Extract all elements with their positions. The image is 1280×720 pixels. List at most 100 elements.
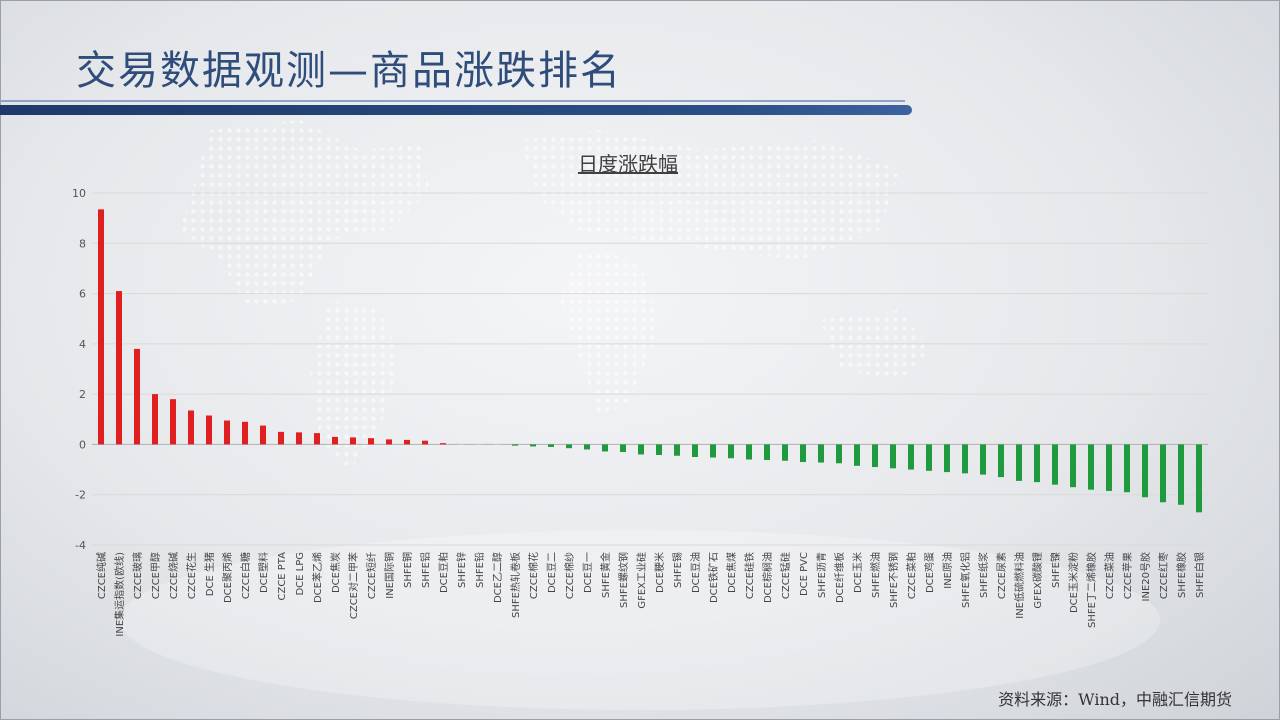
bar bbox=[1070, 444, 1076, 488]
x-tick-label: CZCE对二甲苯 bbox=[347, 552, 360, 619]
y-tick-label: 6 bbox=[79, 288, 86, 301]
title-underline-bar bbox=[0, 105, 912, 115]
bar bbox=[728, 444, 734, 459]
bar bbox=[656, 444, 662, 455]
bar bbox=[674, 444, 680, 456]
bar bbox=[602, 444, 608, 452]
bar bbox=[926, 444, 932, 471]
bar bbox=[1088, 444, 1094, 490]
x-tick-label: DCE聚丙烯 bbox=[221, 552, 234, 603]
bar bbox=[638, 444, 644, 455]
bar bbox=[1106, 444, 1112, 491]
bar bbox=[98, 209, 104, 445]
bar bbox=[566, 444, 572, 449]
page-title: 交易数据观测—商品涨跌排名 bbox=[76, 48, 622, 94]
bar bbox=[332, 436, 338, 445]
x-tick-label: SHFE白银 bbox=[1193, 552, 1206, 598]
x-tick-label: CZCE苹果 bbox=[1121, 552, 1134, 599]
bar bbox=[296, 432, 302, 445]
x-tick-label: INE低硫燃料油 bbox=[1013, 552, 1026, 619]
x-tick-label: CZCE锰硅 bbox=[779, 552, 792, 599]
x-tick-label: CZCE白糖 bbox=[239, 552, 252, 599]
y-tick-label: 10 bbox=[72, 187, 86, 200]
x-tick-label: DCE玉米 bbox=[851, 552, 864, 593]
x-tick-label: DCE玉米淀粉 bbox=[1067, 552, 1080, 613]
x-tick-label: SHFE沥青 bbox=[815, 552, 828, 598]
bar bbox=[890, 444, 896, 469]
bar bbox=[1124, 444, 1130, 493]
bar bbox=[1016, 444, 1022, 481]
bar bbox=[1034, 444, 1040, 483]
x-tick-label: DCE焦煤 bbox=[725, 552, 738, 593]
bar bbox=[386, 439, 392, 445]
bar bbox=[1178, 444, 1184, 505]
x-tick-label: GFEX碳酸锂 bbox=[1031, 552, 1044, 609]
x-tick-label: CZCE硅铁 bbox=[743, 552, 756, 599]
x-tick-label: SHFE铝 bbox=[420, 552, 432, 588]
bar bbox=[116, 291, 122, 445]
x-tick-label: DCE铁矿石 bbox=[707, 552, 720, 603]
bar bbox=[152, 394, 158, 445]
title-underline-thin bbox=[0, 100, 905, 102]
x-tick-label: SHFE纸浆 bbox=[977, 552, 990, 598]
x-tick-label: DCE LPG bbox=[295, 552, 306, 596]
x-tick-label: DCE纤维板 bbox=[833, 552, 846, 603]
x-tick-label: CZCE纯碱 bbox=[95, 552, 108, 599]
bar bbox=[1196, 444, 1202, 513]
x-tick-label: SHFE铅 bbox=[473, 552, 486, 588]
bar bbox=[242, 421, 248, 445]
x-tick-label: DCE焦炭 bbox=[329, 552, 342, 593]
x-tick-label: DCE粳米 bbox=[653, 552, 666, 593]
bar bbox=[1052, 444, 1058, 485]
bar bbox=[440, 443, 446, 445]
bar bbox=[998, 444, 1004, 478]
bar bbox=[314, 433, 320, 445]
bar bbox=[908, 444, 914, 470]
x-tick-label: CZCE短纤 bbox=[365, 552, 378, 599]
bar bbox=[530, 444, 536, 447]
x-tick-label: SHFE热轧卷板 bbox=[509, 552, 522, 618]
bar bbox=[476, 443, 482, 445]
bar bbox=[188, 410, 194, 445]
x-tick-label: SHFE螺纹钢 bbox=[617, 552, 630, 608]
x-tick-label: CZCE花生 bbox=[185, 552, 198, 599]
bar bbox=[260, 425, 266, 445]
x-tick-label: DCE棕榈油 bbox=[761, 552, 774, 603]
y-tick-label: -2 bbox=[75, 489, 86, 502]
bar bbox=[458, 443, 464, 445]
bar bbox=[404, 439, 410, 445]
x-tick-label: INE国际铜 bbox=[384, 552, 396, 599]
bar bbox=[872, 444, 878, 468]
y-tick-label: -4 bbox=[75, 539, 86, 552]
x-tick-label: DCE鸡蛋 bbox=[923, 552, 936, 593]
x-tick-label: SHFE燃油 bbox=[869, 552, 882, 598]
source-note: 资料来源：Wind，中融汇信期货 bbox=[998, 690, 1232, 709]
bar bbox=[494, 443, 500, 445]
bar bbox=[962, 444, 968, 474]
bar bbox=[764, 444, 770, 461]
bar bbox=[746, 444, 752, 460]
x-tick-label: CZCE玻璃 bbox=[131, 552, 144, 599]
x-tick-label: SHFE不锈钢 bbox=[887, 552, 900, 608]
bar bbox=[584, 444, 590, 450]
x-tick-label: SHFE锌 bbox=[455, 552, 468, 588]
x-tick-label: SHFE铜 bbox=[402, 552, 414, 588]
x-tick-label: CZCE棉纱 bbox=[563, 552, 576, 599]
x-tick-label: CZCE红枣 bbox=[1157, 552, 1170, 599]
x-tick-label: DCE乙二醇 bbox=[491, 552, 504, 603]
x-tick-label: CZCE烧碱 bbox=[167, 552, 180, 599]
bar bbox=[782, 444, 788, 461]
bar bbox=[548, 444, 554, 447]
x-tick-label: CZCE菜油 bbox=[1103, 552, 1116, 599]
bar bbox=[818, 444, 824, 463]
bar bbox=[800, 444, 806, 463]
bar bbox=[836, 444, 842, 464]
x-tick-label: GFEX工业硅 bbox=[635, 552, 648, 609]
bar bbox=[224, 420, 230, 445]
x-tick-label: SHFE丁二烯橡胶 bbox=[1085, 552, 1098, 628]
bar bbox=[350, 437, 356, 445]
x-tick-label: SHFE黄金 bbox=[599, 552, 612, 598]
x-tick-label: DCE豆粕 bbox=[437, 552, 450, 593]
bar bbox=[1142, 444, 1148, 498]
